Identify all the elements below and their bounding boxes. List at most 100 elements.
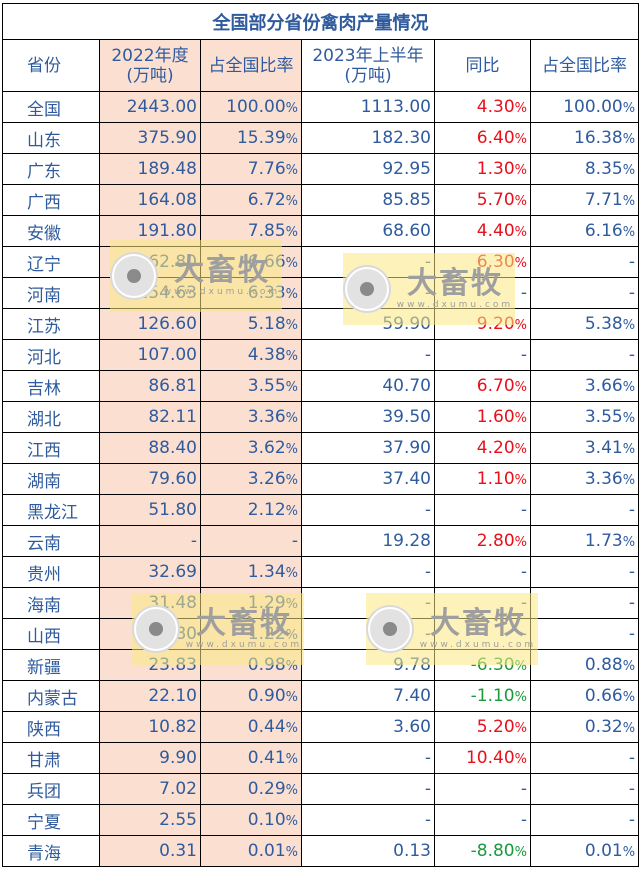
cell-province: 辽宁 (2, 246, 100, 278)
cell-yoy: - (434, 804, 531, 836)
cell-yoy: 6.70% (434, 370, 531, 402)
cell-2022-output: 162.80 (99, 246, 201, 278)
cell-2023-share: - (529, 618, 640, 650)
cell-2023-share: - (529, 804, 640, 836)
cell-2023-h1-output: 40.70 (301, 370, 435, 402)
cell-2022-output: 29.80 (99, 618, 201, 650)
table-row: 广西 164.08 6.72% 85.85 5.70% 7.71% (2, 184, 640, 216)
cell-yoy: 9.20% (434, 308, 531, 340)
table-row: 辽宁 162.80 6.66% -6.30% - (2, 246, 640, 278)
table-row: 内蒙古 22.10 0.90% 7.40 -1.10% 0.66% (2, 680, 640, 712)
poultry-output-table: 全国部分省份禽肉产量情况 省份 2022年度 (万吨) 占全国比率 2023年上半… (1, 3, 640, 867)
cell-province: 黑龙江 (2, 494, 100, 526)
cell-2023-share: 1.73% (529, 525, 640, 557)
cell-province: 安徽 (2, 215, 100, 247)
cell-2023-share: - (529, 773, 640, 805)
cell-province: 吉林 (2, 370, 100, 402)
cell-province: 湖北 (2, 401, 100, 433)
cell-2023-h1-output: - (301, 494, 435, 526)
header-2022: 2022年度 (万吨) (99, 39, 201, 92)
cell-yoy: - (434, 277, 531, 309)
cell-2022-output: 164.08 (99, 184, 201, 216)
table-row: 安徽 191.80 7.85% 68.60 4.40% 6.16% (2, 215, 640, 247)
cell-province: 广西 (2, 184, 100, 216)
table-row: 湖南 79.60 3.26% 37.40 1.10% 3.36% (2, 463, 640, 495)
table-row: 宁夏 2.55 0.10% - - - (2, 804, 640, 836)
cell-2022-output: 32.69 (99, 556, 201, 588)
cell-2022-output: 22.10 (99, 680, 201, 712)
cell-2022-share: 0.98% (200, 649, 302, 681)
cell-2023-h1-output: 19.28 (301, 525, 435, 557)
cell-2022-share: 1.22% (200, 618, 302, 650)
cell-yoy: 4.40% (434, 215, 531, 247)
cell-2023-share: 7.71% (529, 184, 640, 216)
header-province: 省份 (2, 39, 100, 92)
cell-2023-share: 5.38% (529, 308, 640, 340)
cell-2023-h1-output: - (301, 773, 435, 805)
cell-yoy: - (434, 556, 531, 588)
cell-yoy: 5.70% (434, 184, 531, 216)
cell-2022-share: 3.26% (200, 463, 302, 495)
cell-province: 山西 (2, 618, 100, 650)
table-body: 全国 2443.00 100.00% 1113.00 4.30% 100.00% 山东 375… (2, 91, 640, 867)
header-yoy: 同比 (434, 39, 531, 92)
table-row: 海南 31.48 1.29% - - - (2, 587, 640, 619)
cell-2022-share: 7.76% (200, 153, 302, 185)
cell-2023-share: - (529, 587, 640, 619)
cell-province: 江苏 (2, 308, 100, 340)
cell-yoy: 5.20% (434, 711, 531, 743)
cell-2023-h1-output: - (301, 587, 435, 619)
cell-2022-output: 86.81 (99, 370, 201, 402)
cell-province: 内蒙古 (2, 680, 100, 712)
cell-2022-output: 107.00 (99, 339, 201, 371)
cell-2023-h1-output: - (301, 556, 435, 588)
cell-yoy: - (434, 618, 531, 650)
cell-2023-h1-output: 92.95 (301, 153, 435, 185)
cell-province: 山东 (2, 122, 100, 154)
cell-2023-h1-output: - (301, 277, 435, 309)
cell-2023-share: 8.35% (529, 153, 640, 185)
cell-2023-share: - (529, 339, 640, 371)
header-row: 省份 2022年度 (万吨) 占全国比率 2023年上半年 (万吨) 同比 占全国比… (2, 39, 640, 92)
table-row: 湖北 82.11 3.36% 39.50 1.60% 3.55% (2, 401, 640, 433)
cell-2023-share: - (529, 246, 640, 278)
cell-2023-share: 0.88% (529, 649, 640, 681)
header-share-2023: 占全国比率 (529, 39, 640, 92)
cell-2022-output: 82.11 (99, 401, 201, 433)
table-row: 江西 88.40 3.62% 37.90 4.20% 3.41% (2, 432, 640, 464)
cell-yoy: -8.80% (434, 835, 531, 867)
cell-2023-h1-output: - (301, 246, 435, 278)
cell-2022-share: 3.36% (200, 401, 302, 433)
cell-2022-output: 2443.00 (99, 91, 201, 123)
cell-yoy: - (434, 339, 531, 371)
cell-yoy: 1.30% (434, 153, 531, 185)
cell-2022-output: 0.31 (99, 835, 201, 867)
cell-yoy: 1.10% (434, 463, 531, 495)
cell-2023-share: 0.66% (529, 680, 640, 712)
table-row: 河南 154.63 6.33% - - - (2, 277, 640, 309)
cell-province: 青海 (2, 835, 100, 867)
cell-province: 湖南 (2, 463, 100, 495)
table-row: 广东 189.48 7.76% 92.95 1.30% 8.35% (2, 153, 640, 185)
cell-province: 陕西 (2, 711, 100, 743)
table-row: 山东 375.90 15.39% 182.30 6.40% 16.38% (2, 122, 640, 154)
cell-2023-h1-output: - (301, 339, 435, 371)
cell-2023-share: 0.01% (529, 835, 640, 867)
cell-yoy: 2.80% (434, 525, 531, 557)
cell-yoy: -1.10% (434, 680, 531, 712)
cell-2023-h1-output: 37.90 (301, 432, 435, 464)
cell-2022-share: 3.55% (200, 370, 302, 402)
cell-2023-h1-output: 3.60 (301, 711, 435, 743)
cell-2022-output: 51.80 (99, 494, 201, 526)
table-row: 云南 - -19.28 2.80% 1.73% (2, 525, 640, 557)
cell-province: 宁夏 (2, 804, 100, 836)
cell-2022-output: 126.60 (99, 308, 201, 340)
cell-2022-share: - (200, 525, 302, 557)
cell-2022-share: 5.18% (200, 308, 302, 340)
cell-yoy: 4.20% (434, 432, 531, 464)
cell-province: 贵州 (2, 556, 100, 588)
table-row: 贵州 32.69 1.34% - - - (2, 556, 640, 588)
cell-yoy: 4.30% (434, 91, 531, 123)
cell-2022-output: 79.60 (99, 463, 201, 495)
table-row: 兵团 7.02 0.29% - - - (2, 773, 640, 805)
